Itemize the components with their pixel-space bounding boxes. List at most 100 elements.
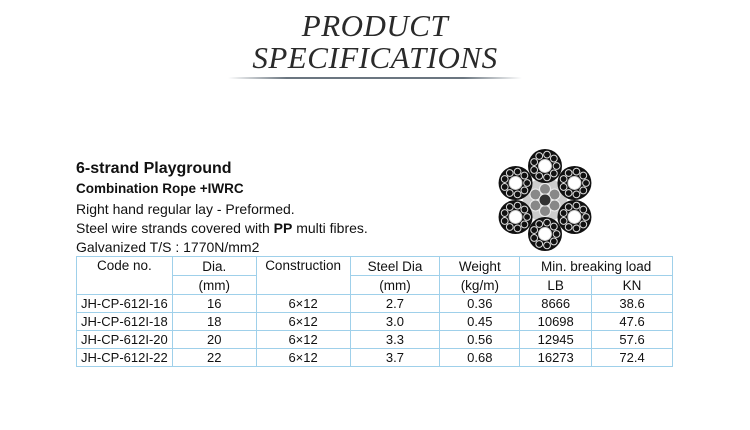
header-cell: Min. breaking load xyxy=(519,256,673,276)
cell: JH-CP-612I-16 xyxy=(76,294,173,313)
header-cell: Code no. xyxy=(76,256,173,295)
cell: 0.68 xyxy=(439,348,521,367)
cell: 16273 xyxy=(519,348,593,367)
cell: 38.6 xyxy=(591,294,673,313)
cell: 6×12 xyxy=(255,294,351,313)
rope-shape xyxy=(508,176,523,190)
header-row: Code no. Dia. Construction Steel Dia Wei… xyxy=(76,256,673,295)
data-row: JH-CP-612I-16 16 6×12 2.7 0.36 8666 38.6 xyxy=(76,294,673,313)
rope-shape xyxy=(535,220,544,228)
rope-shape xyxy=(548,188,561,201)
spec-line: Right hand regular lay - Preformed. xyxy=(76,201,295,217)
rope-shape xyxy=(582,179,590,187)
text: PP xyxy=(273,220,293,236)
header-cell: KN xyxy=(591,275,673,295)
divider xyxy=(228,77,522,79)
rope-shape xyxy=(520,205,529,214)
rope-shape xyxy=(559,209,568,217)
rope-shape xyxy=(549,169,558,178)
rope-shape xyxy=(520,171,529,180)
spec-table: Code no. Dia. Construction Steel Dia Wei… xyxy=(76,256,673,367)
cell: 72.4 xyxy=(591,348,673,367)
spec-line: Galvanized T/S : 1770N/mm2 xyxy=(76,239,260,255)
rope-shape xyxy=(559,183,568,191)
rope-shape xyxy=(513,190,522,199)
rope-shape xyxy=(530,226,539,234)
rope-shape xyxy=(579,205,588,214)
rope-shape xyxy=(549,222,558,231)
cell: 16 xyxy=(171,294,257,313)
text: multi fibres. xyxy=(292,220,368,236)
rope-shape xyxy=(543,218,551,227)
cell: 10698 xyxy=(519,312,593,331)
data-row: JH-CP-612I-22 22 6×12 3.7 0.68 16273 72.4 xyxy=(76,348,673,367)
product-subtitle: Combination Rope +IWRC xyxy=(76,181,244,196)
header-cell: Weight xyxy=(439,256,521,276)
cell: 0.56 xyxy=(439,330,521,349)
cell: 3.3 xyxy=(349,330,441,349)
product-name: 6-strand Playground xyxy=(76,160,232,177)
rope-shape xyxy=(559,217,568,225)
rope-shape xyxy=(505,169,514,177)
text: Steel wire strands covered with xyxy=(76,220,274,236)
rope-shape xyxy=(572,167,581,176)
cell: 6×12 xyxy=(255,348,351,367)
cell: JH-CP-612I-20 xyxy=(76,330,173,349)
data-row: JH-CP-612I-20 20 6×12 3.3 0.56 12945 57.6 xyxy=(76,330,673,349)
rope-shape xyxy=(535,152,544,160)
cell: 20 xyxy=(171,330,257,349)
rope-shape xyxy=(567,210,582,224)
cell: 3.7 xyxy=(349,348,441,367)
rope-shape xyxy=(559,175,568,183)
rope-shape xyxy=(543,173,551,182)
rope-shape xyxy=(564,203,573,211)
rope-shape xyxy=(579,186,588,195)
rope-shape xyxy=(505,223,514,231)
header-cell: LB xyxy=(519,275,593,295)
spec-line: Steel wire strands covered with PP multi… xyxy=(76,220,368,236)
cell: JH-CP-612I-22 xyxy=(76,348,173,367)
header-cell: (kg/m) xyxy=(439,275,521,295)
rope-shape xyxy=(552,162,561,170)
rope-shape xyxy=(564,189,573,197)
rope-shape xyxy=(572,201,581,210)
rope-shape xyxy=(535,240,544,248)
cell: 6×12 xyxy=(255,330,351,349)
rope-shape xyxy=(530,234,539,242)
cell: 6×12 xyxy=(255,312,351,331)
rope-shape xyxy=(500,175,509,183)
header-cell: Dia. xyxy=(171,256,257,276)
rope-shape xyxy=(564,223,573,231)
header-cell: (mm) xyxy=(171,275,257,295)
cell: 22 xyxy=(171,348,257,367)
cell: 57.6 xyxy=(591,330,673,349)
rope-shape xyxy=(549,237,558,246)
rope-shape xyxy=(513,224,522,233)
rope-shape xyxy=(572,224,581,233)
rope-shape xyxy=(538,159,552,173)
rope-shape xyxy=(505,203,514,211)
rope-shape xyxy=(564,169,573,177)
rope-shape xyxy=(529,188,542,201)
data-row: JH-CP-612I-18 18 6×12 3.0 0.45 10698 47.6 xyxy=(76,312,673,331)
rope-shape xyxy=(579,220,588,229)
rope-shape xyxy=(579,171,588,180)
rope-shape xyxy=(530,158,539,166)
rope-shape xyxy=(572,190,581,199)
rope-shape xyxy=(523,179,532,187)
rope-shape xyxy=(523,213,532,221)
rope-shape xyxy=(538,193,552,207)
cell: 0.45 xyxy=(439,312,521,331)
rope-shape xyxy=(505,189,514,197)
rope-shape xyxy=(508,210,523,224)
rope-shape xyxy=(549,154,558,163)
cell: 0.36 xyxy=(439,294,521,313)
rope-shape xyxy=(582,213,590,221)
rope-shape xyxy=(500,183,509,191)
rope-shape xyxy=(530,166,539,174)
rope-shape xyxy=(567,176,582,190)
rope-shape xyxy=(500,209,509,217)
rope-cross-section xyxy=(498,149,592,251)
rope-shape xyxy=(538,227,552,241)
